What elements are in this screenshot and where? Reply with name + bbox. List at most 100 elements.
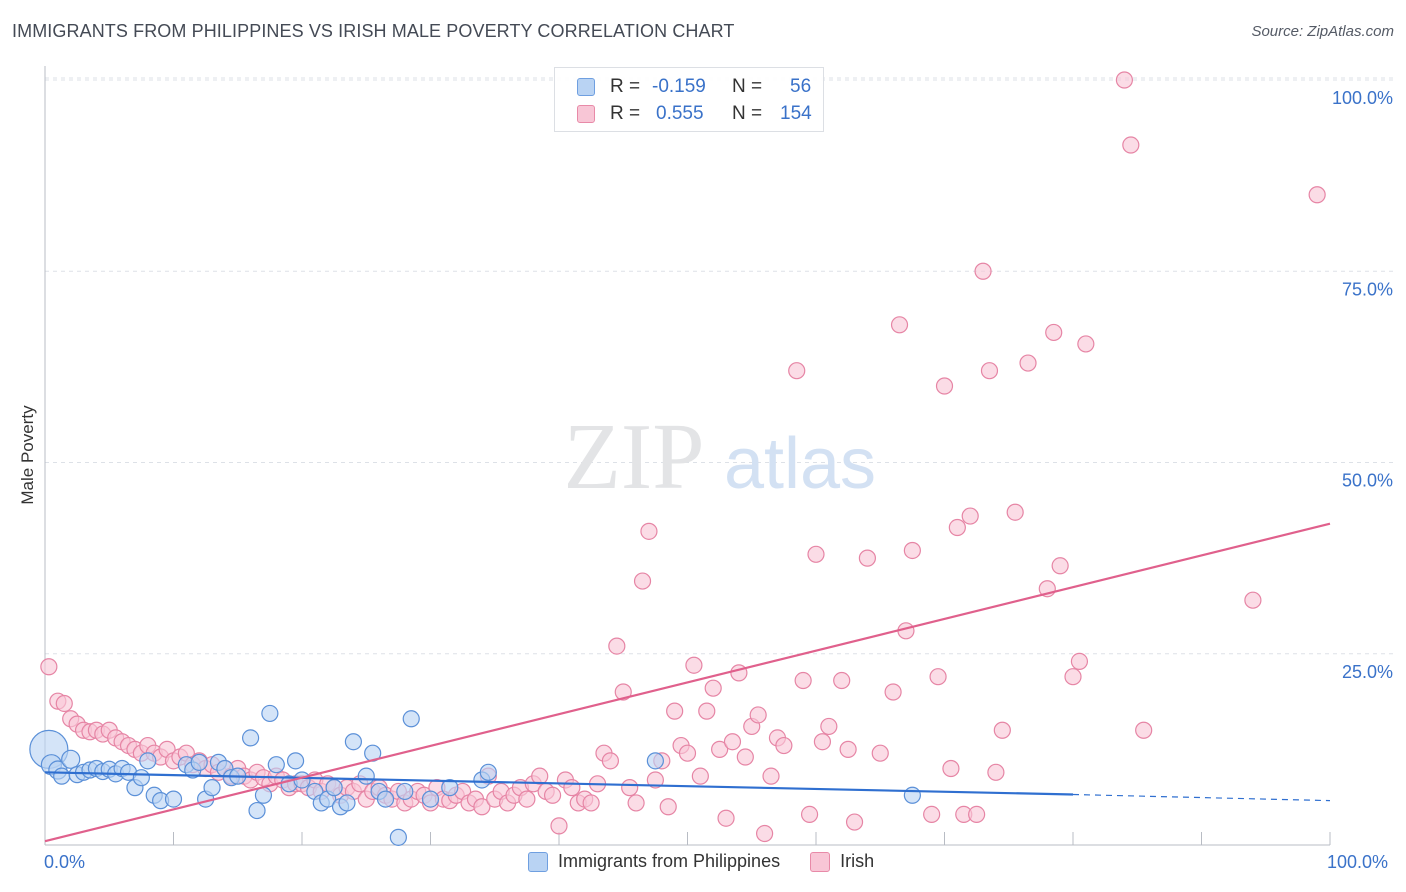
- irish-point-123: [845, 813, 864, 831]
- irish-point-131: [929, 668, 947, 686]
- legend-n-value-philippines: 56: [790, 76, 812, 97]
- bottom-legend-label-philippines: Immigrants from Philippines: [558, 851, 781, 871]
- irish-point-127: [890, 316, 909, 334]
- legend-r-label: R =: [610, 103, 641, 124]
- y-tick-label-3: 100.0%: [1332, 88, 1393, 108]
- irish-point-2: [55, 694, 73, 713]
- axes: [44, 66, 1331, 846]
- bottom-legend: Immigrants from Philippines Irish: [528, 851, 904, 872]
- irish-point-126: [884, 683, 902, 701]
- irish-point-106: [723, 733, 742, 751]
- source-label: Source: ZipAtlas.com: [1251, 23, 1394, 40]
- philippines-point-52: [441, 779, 459, 797]
- irish-point-105: [717, 809, 735, 827]
- irish-point-101: [691, 767, 709, 785]
- irish-point-78: [543, 786, 562, 804]
- irish-point-108: [736, 748, 754, 766]
- irish-point-92: [633, 572, 652, 590]
- irish-point-139: [980, 362, 999, 380]
- watermark-atlas: atlas: [724, 424, 876, 504]
- bottom-legend-philippines: Immigrants from Philippines: [528, 851, 780, 872]
- irish-point-132: [935, 377, 954, 395]
- irish-point-138: [974, 262, 992, 280]
- irish-point-147: [1064, 668, 1082, 686]
- philippines-point-33: [267, 756, 285, 774]
- philippines-point-32: [261, 704, 279, 723]
- philippines-point-56: [903, 786, 921, 804]
- irish-point-110: [749, 706, 767, 724]
- watermark-zip: ZIP: [564, 405, 705, 509]
- legend-n-label: N =: [732, 103, 763, 124]
- y-tick-labels: 25.0% 50.0% 75.0% 100.0%: [1332, 88, 1393, 682]
- irish-point-149: [1077, 335, 1095, 353]
- y-tick-label-0: 25.0%: [1342, 662, 1393, 682]
- irish-point-118: [807, 545, 825, 563]
- irish-point-125: [871, 744, 889, 762]
- bottom-legend-label-irish: Irish: [840, 851, 875, 871]
- philippines-point-29: [242, 729, 260, 747]
- bottom-legend-swatch-philippines: [528, 851, 548, 872]
- irish-point-94: [646, 771, 664, 789]
- irish-point-154: [1308, 186, 1326, 204]
- irish-point-134: [948, 518, 966, 537]
- philippines-point-47: [376, 790, 395, 808]
- philippines-trend-line: [44, 771, 1074, 796]
- philippines-point-16: [139, 752, 157, 770]
- irish-point-136: [961, 507, 979, 525]
- irish-point-121: [833, 671, 851, 690]
- irish-point-0: [40, 658, 58, 676]
- irish-point-99: [678, 744, 697, 762]
- x-tick-label-max: 100.0%: [1327, 852, 1389, 872]
- philippines-trend-line-extension: [1072, 793, 1331, 802]
- x-tick-label-min: 0.0%: [44, 852, 86, 872]
- bottom-legend-swatch-irish: [810, 851, 831, 872]
- irish-point-100: [685, 656, 703, 674]
- legend: R = -0.159 N = 56 R = 0.555 N = 154: [554, 67, 824, 132]
- legend-r-value-philippines: -0.159: [652, 76, 706, 97]
- irish-point-137: [968, 805, 986, 824]
- irish-point-81: [563, 779, 581, 797]
- irish-point-130: [923, 805, 941, 824]
- philippines-point-22: [190, 753, 208, 771]
- irish-point-152: [1135, 721, 1153, 739]
- irish-point-74: [518, 790, 536, 808]
- chart-title: IMMIGRANTS FROM PHILIPPINES VS IRISH MAL…: [12, 21, 735, 41]
- irish-point-112: [762, 767, 780, 785]
- irish-point-111: [755, 824, 774, 843]
- watermark: ZIP atlas: [564, 405, 877, 509]
- irish-point-87: [601, 752, 620, 770]
- legend-n-label: N =: [732, 76, 763, 97]
- philippines-point-49: [396, 782, 414, 801]
- philippines-point-19: [164, 790, 183, 808]
- irish-point-104: [711, 740, 729, 758]
- philippines-point-24: [203, 779, 221, 797]
- irish-point-124: [858, 549, 877, 567]
- philippines-point-4: [61, 749, 81, 769]
- irish-point-117: [800, 805, 819, 824]
- irish-point-79: [550, 817, 568, 835]
- legend-swatch-philippines: [577, 78, 595, 96]
- y-tick-label-1: 50.0%: [1342, 471, 1393, 491]
- irish-point-91: [627, 794, 645, 812]
- irish-point-143: [1019, 354, 1037, 372]
- philippines-point-15: [132, 769, 150, 787]
- irish-point-148: [1070, 652, 1089, 671]
- irish-trend-line: [44, 522, 1331, 843]
- philippines-point-44: [357, 767, 375, 785]
- irish-point-97: [666, 702, 684, 720]
- irish-point-67: [473, 798, 491, 816]
- irish-point-115: [788, 362, 806, 380]
- philippines-point-3: [53, 767, 71, 785]
- irish-point-153: [1244, 591, 1262, 609]
- legend-r-label: R =: [610, 76, 641, 97]
- irish-point-151: [1122, 136, 1140, 154]
- philippines-point-55: [646, 752, 664, 770]
- irish-point-146: [1051, 557, 1069, 575]
- irish-point-145: [1045, 323, 1063, 342]
- irish-point-129: [903, 541, 921, 560]
- philippines-point-51: [421, 790, 440, 808]
- philippines-point-35: [286, 752, 305, 770]
- irish-point-88: [608, 637, 626, 655]
- irish-point-114: [775, 736, 793, 755]
